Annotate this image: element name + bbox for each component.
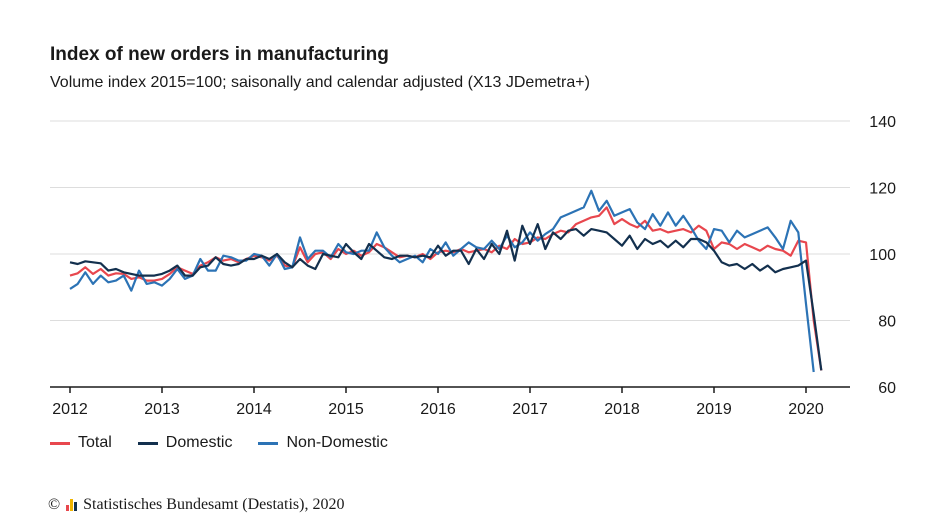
series-line-domestic [69,223,823,371]
series-line-non-domestic [69,189,815,373]
chart-title: Index of new orders in manufacturing [50,44,389,65]
y-tick-label: 80 [878,314,896,331]
legend-label-domestic: Domestic [165,434,233,451]
legend-swatch-non-domestic [258,441,279,445]
x-axis: 2012 2013 2014 2015 2016 2017 2018 2019 2020 [50,386,850,418]
legend-item-total[interactable]: Total [50,434,112,452]
series-line-total [69,206,823,371]
legend-item-non-domestic[interactable]: Non-Domestic [258,434,388,452]
chart-subtitle: Volume index 2015=100; saisonally and ca… [50,74,590,91]
y-tick-label: 60 [878,380,896,397]
legend: Total Domestic Non-Domestic [50,434,388,452]
legend-label-non-domestic: Non-Domestic [286,434,388,451]
legend-label-total: Total [78,434,112,451]
y-tick-label: 100 [869,247,896,264]
legend-item-domestic[interactable]: Domestic [137,434,233,452]
x-tick-label: 2019 [696,401,732,418]
legend-swatch-total [50,441,70,445]
x-tick-label: 2018 [604,401,640,418]
copyright-symbol: © [48,496,61,513]
x-tick-label: 2013 [144,401,180,418]
destatis-logo-icon [66,499,78,511]
x-tick-label: 2012 [52,401,88,418]
series-lines [69,189,823,373]
x-tick-label: 2020 [788,401,824,418]
gridlines [50,120,850,321]
y-tick-label: 120 [869,181,896,198]
x-tick-label: 2017 [512,401,548,418]
footer: © Statistisches Bundesamt (Destatis), 20… [48,496,344,514]
y-tick-label: 140 [869,114,896,131]
x-tick-label: 2016 [420,401,456,418]
y-axis: 60 80 100 120 140 [869,114,896,397]
legend-swatch-domestic [137,441,158,445]
x-tick-label: 2015 [328,401,364,418]
source-text: Statistisches Bundesamt (Destatis), 2020 [83,496,345,513]
x-tick-label: 2014 [236,401,272,418]
